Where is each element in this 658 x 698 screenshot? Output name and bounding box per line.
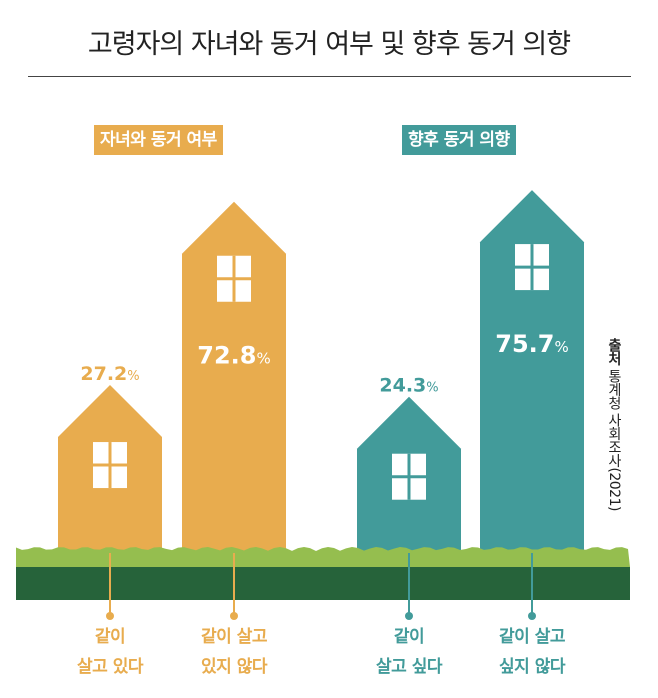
house-bar: 72.8% (182, 201, 286, 553)
source-text: 통계청 사회조사(2021) (606, 368, 622, 511)
house-bar: 27.2% (58, 363, 162, 553)
source-note: 출처 통계청 사회조사(2021) (604, 338, 624, 511)
house-bar: 75.7% (480, 190, 584, 553)
category-label-line: 싶지 않다 (499, 657, 565, 677)
category-label-line: 같이 (94, 627, 126, 647)
category-label-line: 살고 싶다 (376, 657, 442, 677)
value-label: 27.2% (80, 363, 139, 385)
house-bar: 24.3% (357, 375, 461, 553)
value-label: 24.3% (379, 375, 438, 397)
group-title-future-intention: 향후 동거 의향 (402, 125, 516, 155)
group-title-living-together: 자녀와 동거 여부 (94, 125, 223, 155)
value-label: 75.7% (495, 330, 568, 358)
page-title: 고령자의 자녀와 동거 여부 및 향후 동거 의향 (87, 29, 571, 60)
title-divider (28, 76, 631, 77)
ground (16, 567, 630, 600)
grass (16, 547, 630, 567)
source-label: 출처 (606, 338, 622, 365)
category-label-line: 같이 살고 (201, 627, 267, 647)
category-label-line: 같이 살고 (499, 627, 565, 647)
house-shape (480, 190, 584, 553)
category-label-line: 같이 (393, 627, 425, 647)
category-label-line: 살고 있다 (77, 657, 143, 677)
house-shape (182, 201, 286, 553)
category-label-line: 있지 않다 (201, 657, 267, 677)
